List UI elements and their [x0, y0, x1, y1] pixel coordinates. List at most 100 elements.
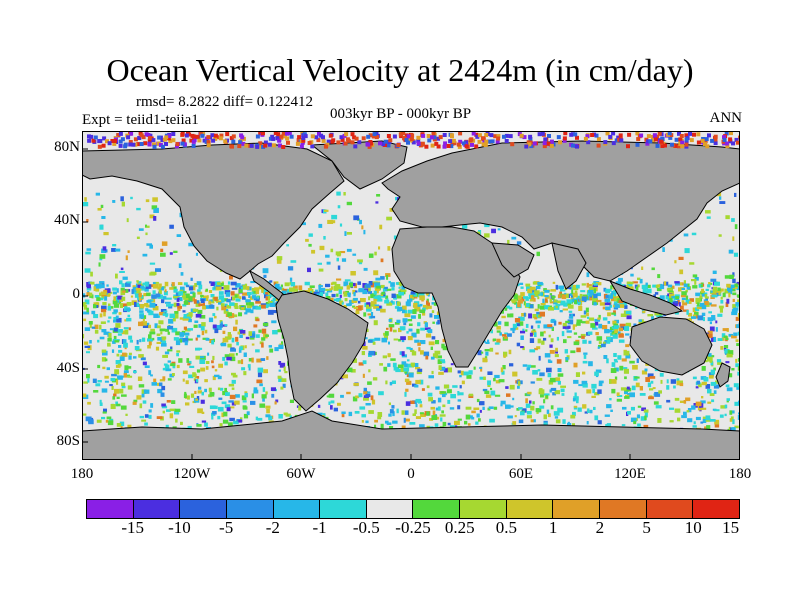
- velocity-cell: [178, 263, 182, 268]
- velocity-cell: [495, 380, 501, 384]
- arctic-velocity-cell: [443, 141, 448, 146]
- velocity-cell: [148, 334, 152, 339]
- velocity-cell: [735, 339, 739, 342]
- velocity-cell: [376, 298, 383, 302]
- velocity-cell: [662, 247, 665, 252]
- velocity-cell: [96, 419, 102, 423]
- velocity-cell: [362, 346, 368, 350]
- velocity-cell: [274, 283, 280, 289]
- velocity-cell: [518, 407, 523, 410]
- velocity-cell: [183, 301, 189, 305]
- arctic-velocity-cell: [182, 142, 187, 147]
- velocity-cell: [178, 358, 183, 363]
- velocity-cell: [694, 281, 697, 285]
- velocity-cell: [706, 425, 711, 430]
- velocity-cell: [426, 425, 431, 428]
- arctic-velocity-cell: [97, 139, 102, 144]
- velocity-cell: [658, 390, 662, 394]
- velocity-cell: [139, 355, 142, 358]
- arctic-velocity-cell: [326, 139, 331, 144]
- arctic-velocity-cell: [484, 139, 489, 144]
- velocity-cell: [84, 197, 87, 202]
- velocity-cell: [410, 295, 414, 299]
- velocity-cell: [293, 288, 298, 292]
- north-america: [82, 142, 345, 280]
- velocity-cell: [179, 317, 186, 320]
- velocity-cell: [247, 291, 252, 296]
- velocity-cell: [119, 271, 125, 273]
- velocity-cell: [512, 421, 517, 425]
- velocity-cell: [118, 312, 122, 315]
- velocity-cell: [331, 214, 338, 220]
- velocity-cell: [326, 289, 333, 293]
- velocity-cell: [593, 302, 597, 306]
- velocity-cell: [586, 272, 590, 278]
- velocity-cell: [237, 360, 241, 364]
- velocity-cell: [597, 420, 602, 425]
- velocity-cell: [399, 282, 403, 287]
- arctic-velocity-cell: [618, 133, 623, 138]
- velocity-cell: [719, 308, 723, 313]
- velocity-cell: [400, 336, 406, 341]
- velocity-cell: [419, 412, 424, 415]
- velocity-cell: [365, 283, 371, 288]
- velocity-cell: [171, 327, 178, 333]
- velocity-cell: [162, 367, 166, 371]
- velocity-cell: [700, 400, 706, 404]
- arctic-velocity-cell: [556, 135, 561, 140]
- velocity-cell: [176, 353, 179, 357]
- velocity-cell: [608, 295, 613, 299]
- velocity-cell: [127, 375, 133, 378]
- velocity-cell: [459, 374, 462, 378]
- velocity-cell: [337, 205, 341, 209]
- velocity-cell: [624, 376, 627, 380]
- velocity-cell: [145, 304, 151, 308]
- velocity-cell: [556, 300, 562, 304]
- colorbar-label: -1: [312, 518, 327, 537]
- velocity-cell: [553, 299, 557, 303]
- velocity-cell: [272, 297, 278, 301]
- colorbar-label: 0.25: [444, 518, 475, 537]
- velocity-cell: [393, 366, 400, 371]
- velocity-cell: [158, 283, 162, 288]
- velocity-cell: [213, 296, 218, 301]
- velocity-cell: [598, 323, 603, 329]
- arctic-velocity-cell: [137, 136, 142, 140]
- velocity-cell: [498, 321, 502, 325]
- velocity-cell: [698, 383, 702, 388]
- velocity-cell: [625, 353, 630, 359]
- velocity-cell: [349, 299, 354, 304]
- velocity-cell: [443, 384, 449, 389]
- velocity-cell: [122, 352, 127, 357]
- velocity-cell: [408, 323, 413, 326]
- velocity-cell: [637, 284, 640, 288]
- velocity-cell: [235, 283, 241, 288]
- velocity-cell: [571, 298, 575, 302]
- arctic-velocity-cell: [133, 137, 138, 142]
- velocity-cell: [89, 340, 92, 344]
- colorbar-label: 0.5: [495, 518, 518, 537]
- velocity-cell: [151, 205, 158, 210]
- velocity-cell: [101, 357, 107, 362]
- velocity-cell: [238, 348, 242, 353]
- velocity-cell: [159, 311, 165, 316]
- arctic-velocity-cell: [421, 133, 426, 138]
- velocity-cell: [392, 411, 395, 417]
- velocity-cell: [409, 347, 413, 351]
- map-title: Ocean Vertical Velocity at 2424m (in cm/…: [106, 52, 694, 88]
- colorbar-swatch: [226, 500, 274, 518]
- velocity-cell: [89, 324, 92, 328]
- arctic-velocity-cell: [223, 139, 228, 144]
- velocity-cell: [128, 335, 133, 340]
- velocity-cell: [374, 419, 378, 423]
- velocity-cell: [569, 284, 575, 290]
- velocity-cell: [593, 283, 598, 286]
- velocity-cell: [95, 192, 100, 196]
- velocity-cell: [578, 335, 582, 338]
- velocity-cell: [560, 385, 566, 388]
- velocity-cell: [534, 290, 540, 295]
- arctic-velocity-cell: [238, 140, 243, 145]
- velocity-cell: [702, 416, 708, 419]
- velocity-cell: [653, 401, 659, 405]
- velocity-cell: [308, 243, 312, 247]
